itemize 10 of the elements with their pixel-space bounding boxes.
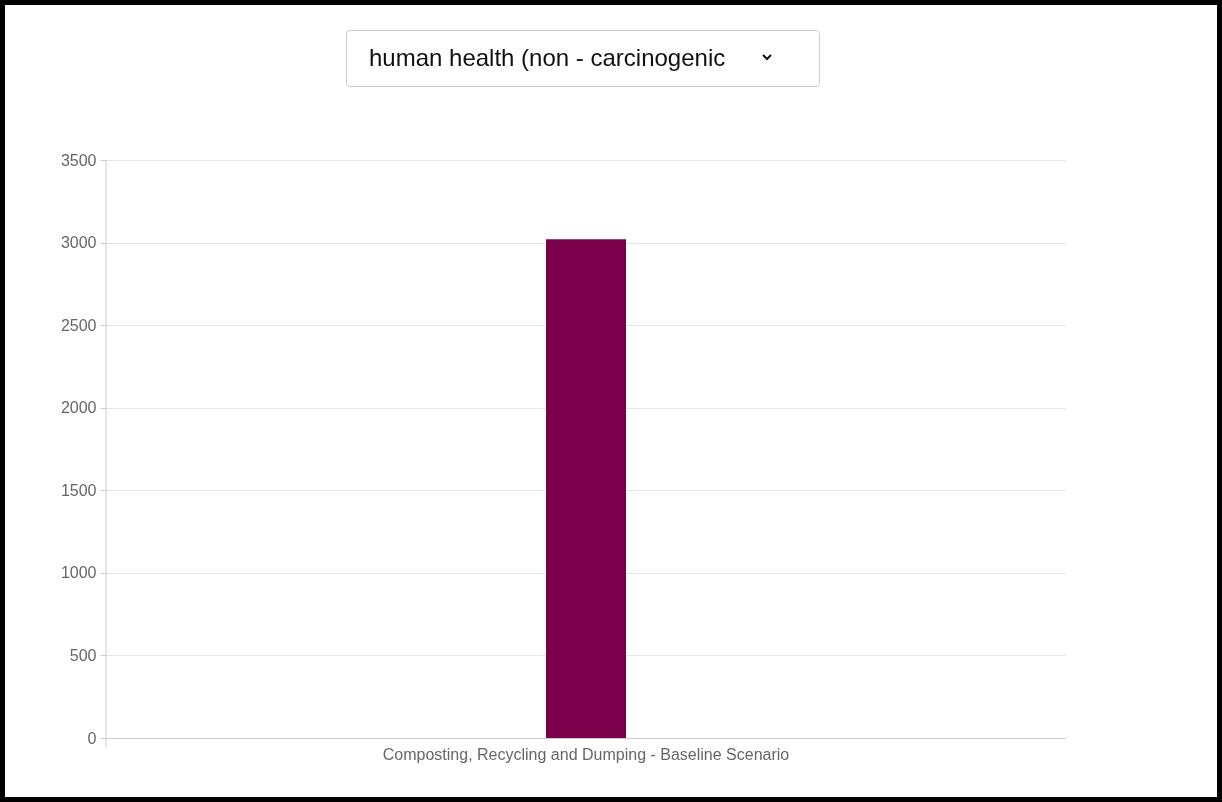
x-tick-label: Composting, Recycling and Dumping - Baseline Scenario: [382, 745, 790, 763]
y-tick-label: 1000: [60, 564, 97, 582]
y-tick-label: 2000: [60, 399, 97, 417]
y-tick-label: 500: [69, 646, 97, 664]
y-tick-label: 0: [87, 729, 97, 747]
y-tick-label: 3000: [60, 234, 97, 252]
chart-title: human health (non - carcinogenic: [365, 43, 775, 72]
y-tick-label: 1500: [60, 481, 97, 499]
y-tick-label: 2500: [60, 316, 97, 334]
y-tick-label: 3500: [60, 151, 97, 169]
